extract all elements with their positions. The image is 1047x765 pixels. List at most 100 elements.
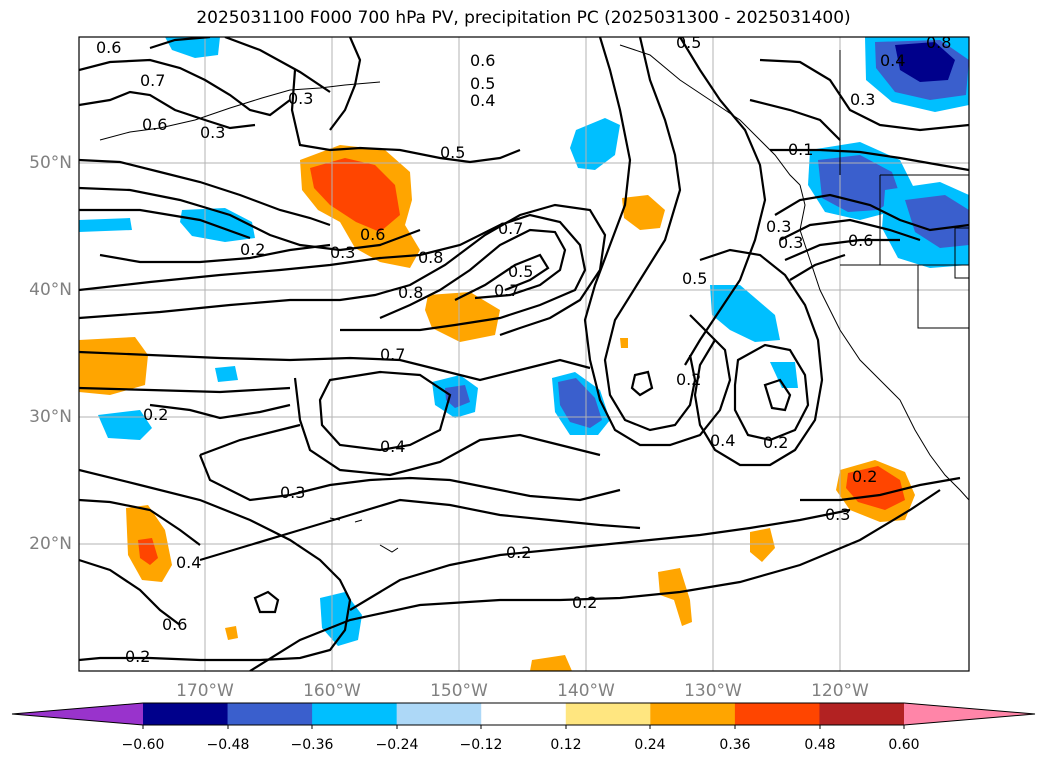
contour-label: 0.6 — [142, 115, 167, 134]
colorbar-tick-label: −0.24 — [375, 737, 419, 753]
contour-label: 0.6 — [848, 231, 873, 250]
contour-label: 0.5 — [508, 262, 533, 281]
precip-positive-area — [846, 466, 905, 510]
precip-positive-area — [622, 195, 665, 230]
contour-label: 0.2 — [852, 467, 877, 486]
map-frame — [78, 36, 970, 672]
colorbar-tick-label: −0.12 — [459, 737, 503, 753]
contour-label: 0.1 — [788, 140, 813, 159]
contour-label: 0.8 — [418, 248, 443, 267]
colorbar-segment — [396, 703, 482, 725]
contour-label: 0.5 — [470, 74, 495, 93]
contour-label: 0.4 — [710, 431, 735, 450]
colorbar-segment — [143, 703, 229, 725]
lat-label: 20°N — [29, 534, 72, 554]
contour-label: 0.3 — [330, 243, 355, 262]
colorbar-segment — [650, 703, 736, 725]
contour-label: 0.3 — [778, 233, 803, 252]
precip-negative-area — [79, 218, 132, 232]
lon-label: 130°W — [684, 681, 742, 701]
colorbar-extend-min — [12, 703, 143, 725]
contour-label: 0.2 — [143, 405, 168, 424]
colorbar-segment — [481, 703, 567, 725]
contour-label: 0.2 — [572, 593, 597, 612]
contour-label: 0.3 — [825, 505, 850, 524]
precip-positive-area — [138, 538, 158, 565]
precip-positive-area — [530, 655, 572, 671]
precip-negative-area — [165, 37, 220, 58]
colorbar-tick-label: 0.60 — [888, 737, 920, 753]
contour-label: 0.2 — [125, 647, 150, 666]
contour-label: 0.2 — [676, 370, 701, 389]
contour-label: 0.6 — [96, 38, 121, 57]
contour-label: 0.2 — [506, 543, 531, 562]
precip-positive-area — [79, 337, 148, 395]
precip-negative-area — [905, 195, 969, 248]
lon-label: 160°W — [303, 681, 361, 701]
contour-label: 0.6 — [162, 615, 187, 634]
lat-label: 50°N — [29, 153, 72, 173]
colorbar-extend-max — [904, 703, 1035, 725]
contour-label: 0.3 — [200, 123, 225, 142]
colorbar-tick-label: 0.36 — [719, 737, 751, 753]
colorbar-tick-label: −0.36 — [290, 737, 334, 753]
lon-label: 150°W — [430, 681, 488, 701]
colorbar-segment — [312, 703, 398, 725]
contour-label: 0.3 — [766, 217, 791, 236]
precip-positive-area — [750, 528, 775, 562]
colorbar-segment — [819, 703, 905, 725]
contour-label: 0.4 — [880, 51, 905, 70]
contour-label: 0.7 — [494, 281, 519, 300]
contour-label: 0.6 — [360, 225, 385, 244]
contour-label: 0.7 — [380, 345, 405, 364]
precip-negative-area — [558, 378, 602, 428]
contour-label: 0.5 — [682, 269, 707, 288]
precip-positive-area — [620, 338, 628, 348]
precip-positive-area — [658, 568, 692, 626]
contour-label: 0.6 — [470, 51, 495, 70]
precip-negative-area — [570, 118, 620, 170]
contour-label: 0.3 — [280, 483, 305, 502]
colorbar-segment — [565, 703, 651, 725]
colorbar-segments — [12, 703, 1035, 725]
lat-label: 40°N — [29, 280, 72, 300]
precip-negative-area — [445, 385, 470, 408]
lon-label: 170°W — [176, 681, 234, 701]
contour-label: 0.3 — [850, 90, 875, 109]
contour-label: 0.5 — [440, 143, 465, 162]
colorbar-tick-label: 0.12 — [550, 737, 582, 753]
colorbar-segment — [734, 703, 820, 725]
lon-label: 120°W — [811, 681, 869, 701]
lat-label: 30°N — [29, 407, 72, 427]
map-title: 2025031100 F000 700 hPa PV, precipitatio… — [196, 8, 851, 28]
contour-label: 0.5 — [676, 33, 701, 52]
contour-label: 0.2 — [763, 433, 788, 452]
colorbar-segment — [227, 703, 313, 725]
colorbar-tick-label: 0.24 — [634, 737, 666, 753]
contour-label: 0.4 — [470, 91, 495, 110]
precip-negative-area — [895, 42, 955, 82]
colorbar-ticks — [142, 725, 905, 729]
colorbar-tick-label: 0.48 — [804, 737, 836, 753]
lon-label: 140°W — [557, 681, 615, 701]
precip-negative-area — [770, 362, 798, 388]
map-background — [79, 37, 969, 671]
contour-label: 0.3 — [288, 89, 313, 108]
colorbar-outline — [11, 702, 1036, 726]
precip-negative-area — [215, 366, 238, 382]
colorbar-tick-label: −0.60 — [121, 737, 165, 753]
contour-label: 0.8 — [926, 33, 951, 52]
precip-positive-area — [225, 626, 238, 640]
precip-positive-area — [425, 292, 500, 342]
contour-label: 0.4 — [176, 553, 201, 572]
pv-contours — [79, 37, 969, 671]
contour-label: 0.7 — [140, 71, 165, 90]
coastlines — [99, 44, 969, 553]
precip-negative-area — [320, 592, 362, 646]
contour-label: 0.2 — [240, 240, 265, 259]
contour-label: 0.8 — [398, 283, 423, 302]
colorbar-tick-label: −0.48 — [206, 737, 250, 753]
contour-label: 0.7 — [498, 219, 523, 238]
contour-label: 0.4 — [380, 437, 405, 456]
